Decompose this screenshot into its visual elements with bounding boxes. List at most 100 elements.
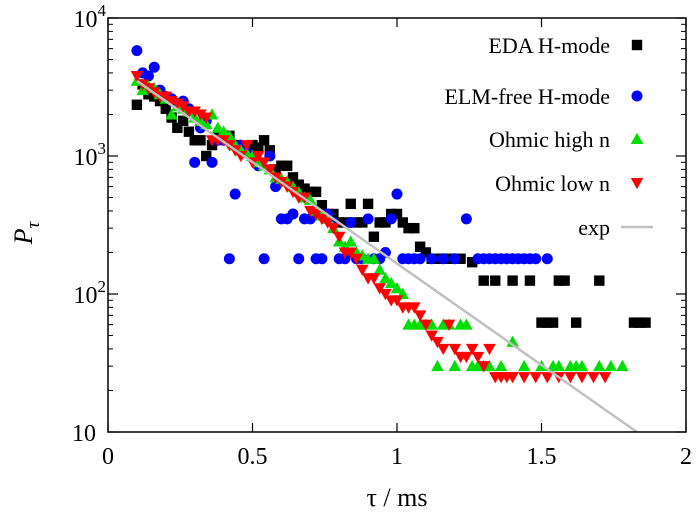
- data-point: [270, 164, 281, 175]
- data-point: [432, 253, 443, 264]
- data-point: [409, 222, 420, 234]
- data-point: [529, 372, 542, 384]
- data-point: [131, 99, 143, 110]
- data-point: [229, 188, 241, 200]
- data-point: [403, 222, 414, 234]
- data-point: [200, 112, 213, 124]
- data-point: [367, 273, 381, 285]
- y-axis-label: Pτ: [9, 220, 44, 245]
- data-point: [321, 217, 334, 229]
- y-tick-label: 103: [74, 139, 107, 171]
- legend-marker: [630, 132, 644, 144]
- data-point: [362, 198, 374, 210]
- fit-line-exp: [136, 79, 638, 434]
- data-point: [287, 208, 299, 220]
- data-point: [564, 372, 577, 384]
- data-point: [368, 231, 380, 242]
- x-tick-label: 1.5: [527, 444, 557, 470]
- data-point: [305, 186, 316, 198]
- data-point: [189, 135, 200, 146]
- series-layer: [130, 45, 651, 434]
- legend-label: Ohmic low n: [495, 171, 610, 196]
- data-point: [640, 317, 651, 328]
- data-point: [310, 186, 322, 198]
- data-point: [442, 319, 456, 331]
- data-point: [598, 372, 612, 384]
- data-point: [327, 223, 340, 235]
- data-point: [183, 126, 195, 137]
- y-axis-label-main: P: [9, 228, 38, 245]
- data-point: [541, 253, 553, 265]
- data-point: [351, 217, 362, 228]
- data-point: [477, 361, 490, 373]
- data-point: [234, 151, 248, 163]
- data-point: [517, 359, 531, 372]
- data-point: [593, 359, 606, 372]
- data-point: [379, 246, 391, 258]
- data-point: [332, 231, 346, 243]
- data-point: [316, 200, 328, 211]
- data-point: [299, 183, 310, 194]
- data-point: [189, 156, 201, 168]
- data-point: [211, 121, 225, 133]
- data-point: [575, 372, 589, 384]
- data-point: [437, 343, 450, 356]
- data-point: [304, 213, 316, 225]
- data-point: [206, 156, 218, 168]
- data-point: [379, 289, 392, 301]
- data-point: [530, 253, 542, 265]
- data-point: [172, 122, 183, 134]
- data-point: [449, 253, 461, 265]
- data-point: [315, 213, 329, 226]
- data-point: [465, 343, 479, 356]
- data-point: [431, 336, 444, 349]
- data-point: [316, 253, 328, 265]
- data-point: [247, 139, 258, 151]
- data-point: [448, 359, 462, 372]
- y-tick-label: 104: [74, 1, 107, 33]
- data-point: [281, 160, 293, 171]
- data-point: [425, 318, 438, 330]
- data-point: [148, 61, 160, 73]
- data-point: [553, 275, 565, 286]
- data-point: [217, 125, 230, 137]
- y-tick-label: 10: [72, 421, 96, 447]
- data-point: [420, 247, 432, 258]
- data-point: [460, 318, 473, 330]
- legend: EDA H-mode ELM-free H-mode Ohmic high n Ohm…: [444, 33, 653, 240]
- data-point: [384, 276, 398, 289]
- legend-marker: [631, 90, 643, 102]
- series-elm-free-h-mode: [131, 45, 553, 265]
- legend-marker: [630, 178, 644, 190]
- legend-label: ELM-free H-mode: [444, 84, 610, 109]
- data-point: [130, 70, 144, 83]
- data-point: [391, 188, 403, 200]
- data-point: [559, 275, 570, 286]
- data-point: [328, 208, 339, 220]
- data-point: [131, 45, 143, 57]
- data-point: [634, 317, 645, 328]
- data-point: [570, 317, 582, 328]
- series-exp: [136, 79, 638, 434]
- data-point: [524, 275, 536, 286]
- data-point: [188, 106, 201, 118]
- legend-item-ohmic-high-n: Ohmic high n: [489, 127, 644, 152]
- data-point: [448, 343, 462, 356]
- data-point: [385, 213, 397, 225]
- data-point: [194, 109, 207, 121]
- data-point: [253, 142, 264, 153]
- data-point: [547, 317, 559, 328]
- data-point: [293, 253, 305, 265]
- data-point: [160, 103, 171, 114]
- data-point: [356, 264, 369, 276]
- data-point: [413, 310, 427, 322]
- legend-label: Ohmic high n: [489, 127, 610, 152]
- data-point: [379, 272, 392, 284]
- data-point: [367, 252, 381, 264]
- data-point: [414, 241, 426, 252]
- data-point: [628, 317, 640, 328]
- data-point: [304, 193, 317, 205]
- data-point: [240, 140, 253, 152]
- data-point: [159, 91, 173, 103]
- data-point: [201, 150, 212, 162]
